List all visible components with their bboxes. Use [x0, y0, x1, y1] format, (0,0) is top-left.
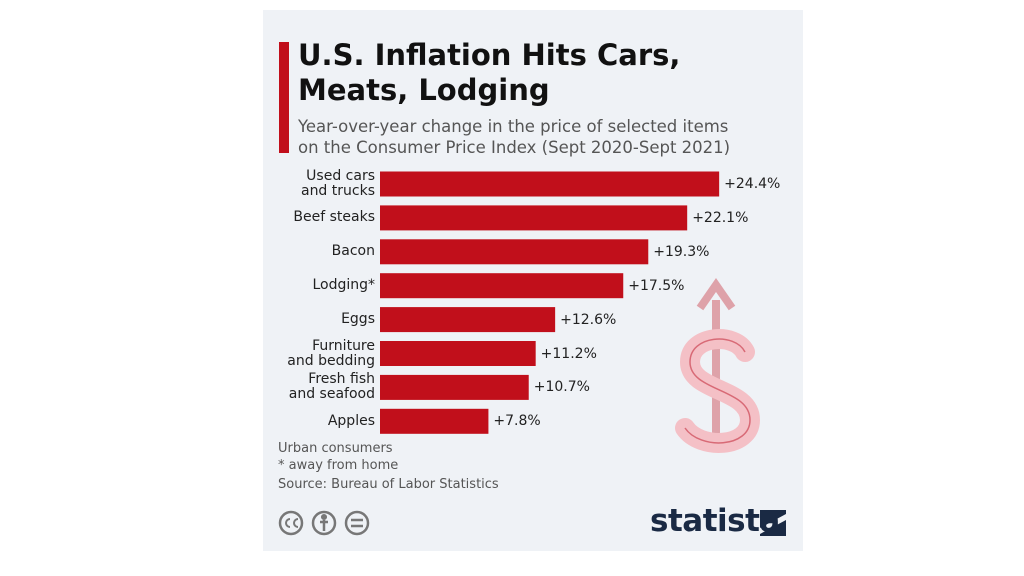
brand-mark	[760, 510, 786, 536]
value-label: +7.8%	[493, 413, 541, 430]
category-label: Apples	[327, 412, 375, 429]
dollar-decoration	[675, 277, 761, 453]
bar	[380, 307, 556, 333]
bar	[380, 171, 720, 197]
title-accent	[279, 42, 289, 153]
footnote: * away from home	[278, 458, 399, 473]
category-label: Bacon	[331, 243, 375, 260]
category-label: Used cars and trucks	[300, 168, 375, 199]
chart-title: U.S. Inflation Hits Cars, Meats, Lodging	[298, 38, 681, 107]
brand: statista	[650, 503, 780, 539]
bar	[380, 374, 529, 400]
bar	[380, 341, 536, 366]
category-label: Eggs	[341, 311, 375, 328]
category-label: Furniture and bedding	[287, 337, 375, 369]
value-label: +12.6%	[560, 311, 617, 328]
bar	[380, 205, 688, 231]
bar	[380, 408, 489, 434]
category-label: Beef steaks	[293, 209, 375, 226]
category-label: Fresh fish and seafood	[288, 371, 375, 403]
license-icons	[278, 510, 370, 536]
value-label: +10.7%	[533, 379, 590, 396]
value-label: +17.5%	[628, 277, 685, 294]
category-label: Lodging*	[312, 277, 375, 294]
footnote: Source: Bureau of Labor Statistics	[278, 477, 499, 492]
value-label: +24.4%	[724, 176, 781, 192]
value-label: +22.1%	[692, 209, 749, 226]
footnote: Urban consumers	[278, 441, 393, 456]
value-label: +19.3%	[653, 243, 710, 260]
bar	[380, 239, 649, 265]
chart-subtitle: Year-over-year change in the price of se…	[298, 117, 731, 157]
value-label: +11.2%	[540, 345, 597, 362]
bar	[380, 273, 624, 299]
